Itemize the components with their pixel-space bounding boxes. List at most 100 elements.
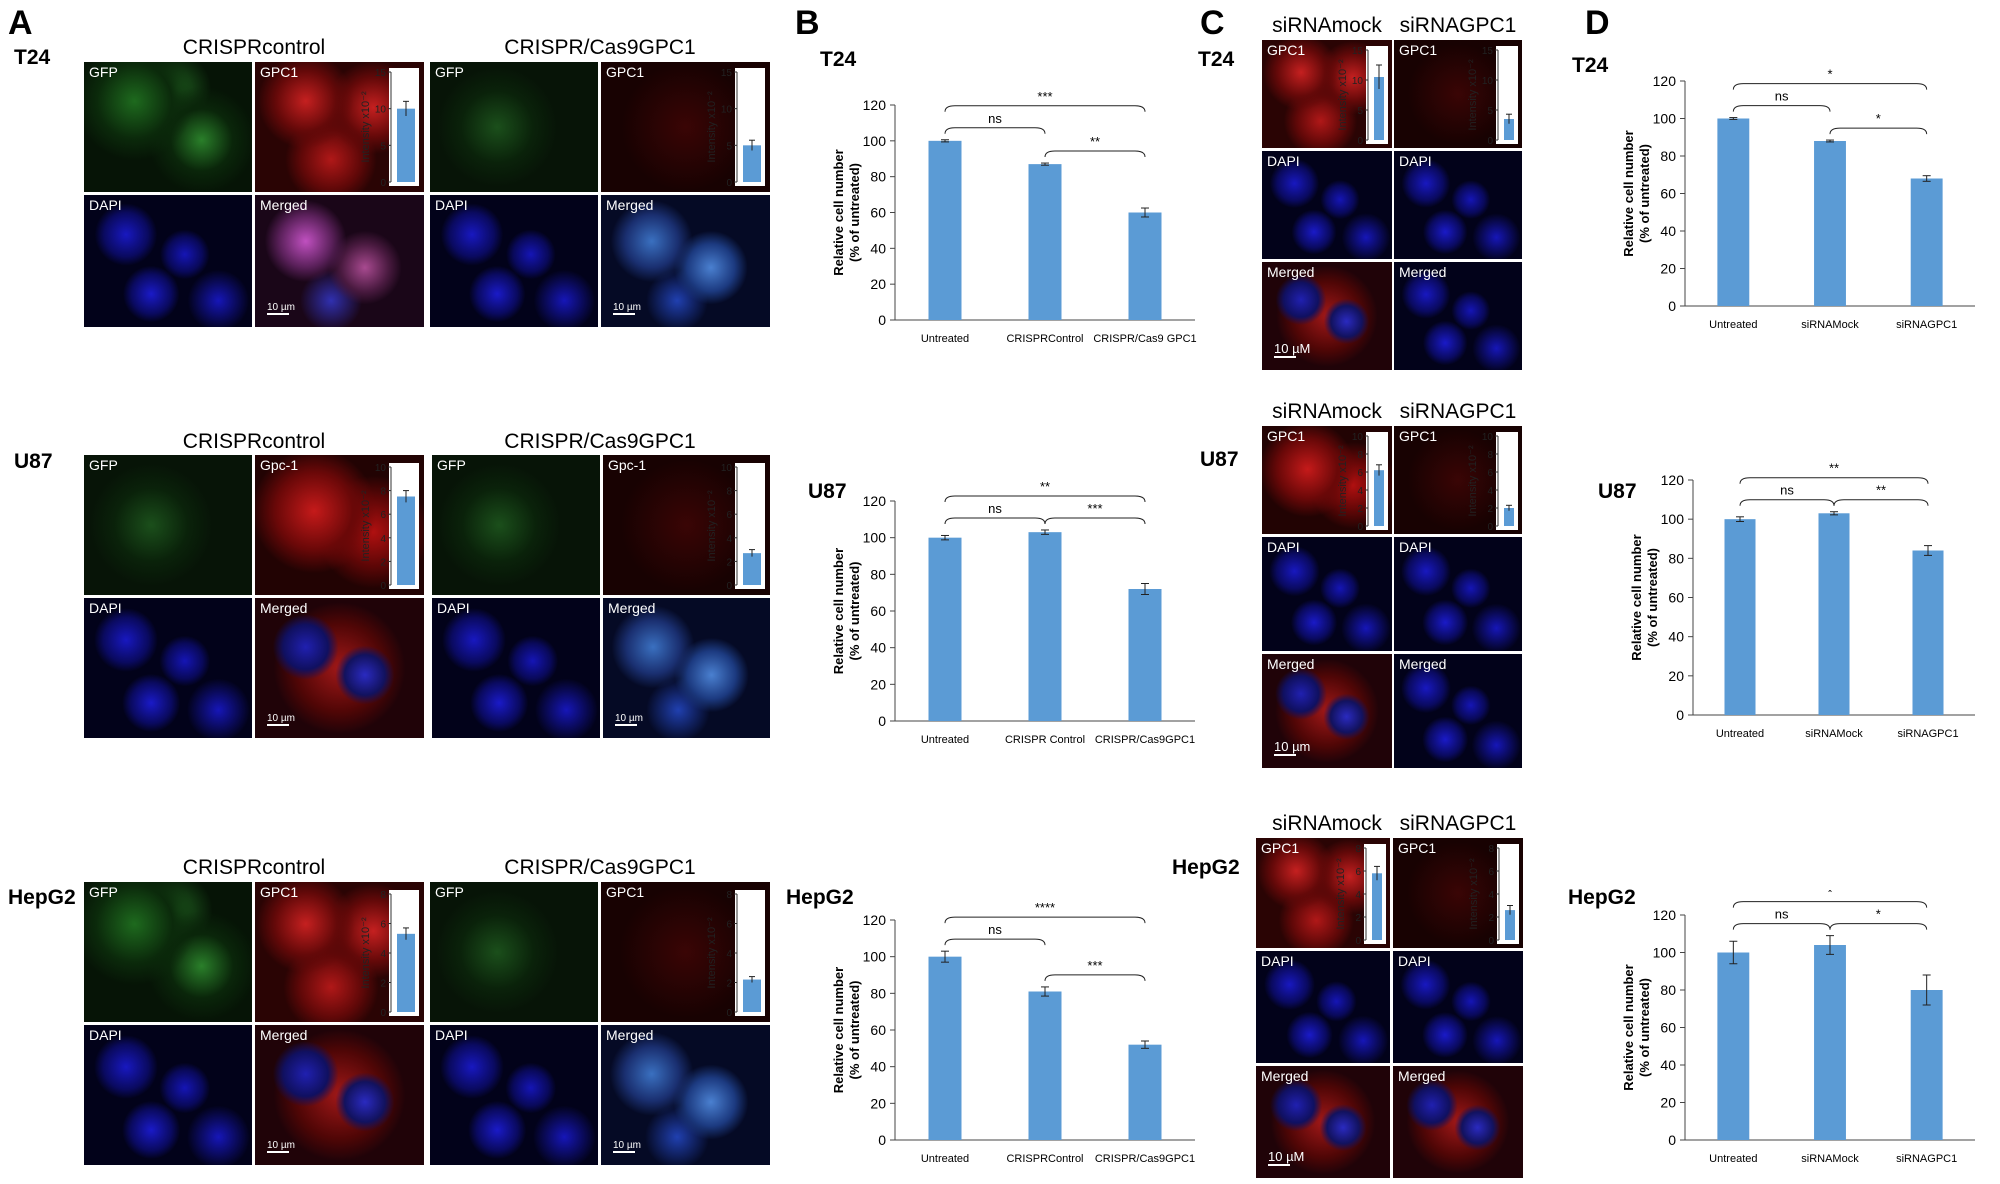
y-axis-label-line: (% of untreated) bbox=[1637, 144, 1652, 243]
column-title: siRNAmock bbox=[1272, 400, 1382, 423]
x-tick-label: Untreated bbox=[921, 333, 969, 345]
micrograph-gpc1: Gpc-1 0 2 4 6 8 10 Intensity x10⁻² ** bbox=[603, 455, 770, 595]
channel-label: DAPI bbox=[435, 1027, 468, 1043]
inset-y-tick-label: 4 bbox=[380, 534, 386, 545]
y-axis-label: Relative cell number(% of untreated) bbox=[1621, 130, 1652, 256]
micrograph-gpc1: GPC1 0 5 10 15 Intensity x10⁻² ** bbox=[601, 62, 770, 192]
x-tick-label: CRISPRControl bbox=[1006, 1153, 1083, 1165]
panel-label-c: C bbox=[1200, 4, 1225, 42]
inset-y-tick-label: 10 bbox=[375, 105, 387, 116]
x-tick-label: CRISPR/Cas9GPC1 bbox=[1095, 734, 1195, 746]
y-tick-label: 60 bbox=[870, 1022, 886, 1038]
scale-bar bbox=[267, 1151, 289, 1153]
channel-label: Merged bbox=[606, 197, 654, 213]
y-axis-label-line: Relative cell number bbox=[1629, 534, 1644, 660]
micrograph-gpc1: GPC1 0 2 4 6 8 Intensity x10⁻² ** bbox=[1393, 838, 1523, 948]
channel-label: GPC1 bbox=[1267, 42, 1306, 58]
y-tick-label: 0 bbox=[1676, 707, 1684, 723]
bar-chart-b-t24: 0 20 40 60 80 100 120 Relative cell number(% of… bbox=[831, 89, 1197, 345]
y-tick-label: 0 bbox=[1668, 1132, 1676, 1148]
inset-y-axis-label: Intensity x10⁻² bbox=[1467, 445, 1479, 517]
x-tick-label: CRISPR/Cas9GPC1 bbox=[1095, 1153, 1195, 1165]
inset-y-tick-label: 6 bbox=[1488, 867, 1494, 878]
micrograph-merged: Merged 10 µm bbox=[601, 1025, 770, 1165]
inset-y-tick-label: 10 bbox=[1352, 432, 1364, 443]
y-axis-label-line: (% of untreated) bbox=[847, 562, 862, 661]
inset-y-axis-label: Intensity x10⁻² bbox=[1337, 445, 1349, 517]
micrograph-dapi: DAPI bbox=[430, 1025, 598, 1165]
y-tick-label: 80 bbox=[1660, 982, 1676, 998]
column-title: CRISPR/Cas9GPC1 bbox=[504, 856, 696, 879]
column-title: CRISPRcontrol bbox=[182, 36, 326, 59]
intensity-inset-chart: 0 2 4 6 8 Intensity x10⁻² *** bbox=[706, 890, 765, 1018]
significance-bracket bbox=[944, 127, 1046, 134]
y-tick-label: 20 bbox=[870, 276, 886, 292]
y-tick-label: 40 bbox=[870, 240, 886, 256]
channel-label: GPC1 bbox=[606, 64, 645, 80]
inset-y-axis-label: Intensity x10⁻² bbox=[1468, 858, 1480, 930]
x-tick-label: CRISPR Control bbox=[1005, 734, 1085, 746]
x-tick-label: Untreated bbox=[1716, 728, 1764, 740]
intensity-inset-chart: 0 2 4 6 8 10 Intensity x10⁻² bbox=[360, 463, 419, 591]
y-tick-label: 120 bbox=[863, 912, 887, 928]
y-axis-label-line: Relative cell number bbox=[1621, 130, 1636, 256]
y-tick-label: 60 bbox=[1668, 590, 1684, 606]
inset-y-tick-label: 6 bbox=[1357, 468, 1363, 479]
scale-bar bbox=[1274, 754, 1296, 756]
bar bbox=[1717, 118, 1750, 306]
channel-label: Gpc-1 bbox=[260, 457, 299, 473]
inset-y-axis-label: Intensity x10⁻² bbox=[1337, 59, 1349, 131]
bar-chart-d-u87: 0 20 40 60 80 100 120 Relative cell number(% of… bbox=[1629, 461, 1975, 740]
cell-line-label: U87 bbox=[14, 450, 53, 473]
micrograph-dapi: DAPI bbox=[1394, 537, 1522, 651]
channel-label: Gpc-1 bbox=[608, 457, 647, 473]
channel-label: GFP bbox=[435, 884, 464, 900]
micrograph-merged: Merged 10 µm bbox=[601, 195, 770, 327]
column-title: siRNAGPC1 bbox=[1399, 812, 1517, 835]
channel-label: GFP bbox=[89, 457, 118, 473]
significance-bracket bbox=[944, 916, 1146, 924]
channel-label: Merged bbox=[1398, 1068, 1446, 1084]
y-tick-label: 120 bbox=[863, 493, 887, 509]
inset-y-tick-label: 4 bbox=[1355, 890, 1361, 901]
micrograph-dapi: DAPI bbox=[84, 1025, 252, 1165]
micrograph-gpc1: Gpc-1 0 2 4 6 8 10 Intensity x10⁻² bbox=[255, 455, 424, 595]
bar bbox=[1028, 164, 1062, 320]
cell-line-label: HepG2 bbox=[1172, 856, 1240, 879]
y-tick-label: 80 bbox=[870, 566, 886, 582]
bar bbox=[928, 956, 962, 1140]
significance-label: * bbox=[1827, 890, 1832, 900]
micrograph-merged: Merged 10 µm bbox=[255, 1025, 424, 1165]
bar-chart-d-hepg2: 0 20 40 60 80 100 120 Relative cell number(% of… bbox=[1621, 890, 1975, 1165]
bar bbox=[1028, 991, 1062, 1140]
channel-label: DAPI bbox=[89, 600, 122, 616]
micrograph-dapi: DAPI bbox=[84, 195, 252, 327]
inset-significance-label: ** bbox=[1504, 489, 1515, 504]
micrograph-merged: Merged 10 µm bbox=[1262, 654, 1392, 768]
channel-label: GPC1 bbox=[1399, 42, 1438, 58]
inset-y-tick-label: 6 bbox=[380, 510, 386, 521]
y-tick-label: 100 bbox=[863, 530, 887, 546]
y-tick-label: 0 bbox=[1668, 298, 1676, 314]
inset-y-tick-label: 2 bbox=[380, 557, 386, 568]
significance-label: * bbox=[1876, 111, 1881, 126]
y-axis-label-line: Relative cell number bbox=[831, 548, 846, 674]
inset-y-tick-label: 2 bbox=[1355, 913, 1361, 924]
channel-label: GPC1 bbox=[260, 884, 299, 900]
y-tick-label: 60 bbox=[1660, 186, 1676, 202]
bar bbox=[1128, 589, 1162, 721]
chart-cell-line-label: U87 bbox=[808, 480, 847, 503]
inset-y-tick-label: 2 bbox=[1488, 913, 1494, 924]
channel-label: DAPI bbox=[437, 600, 470, 616]
channel-label: DAPI bbox=[1267, 153, 1300, 169]
inset-background bbox=[1496, 432, 1518, 530]
bar bbox=[1814, 141, 1846, 306]
channel-label: GPC1 bbox=[1261, 840, 1300, 856]
y-axis-label-line: Relative cell number bbox=[1621, 964, 1636, 1090]
inset-bar bbox=[1374, 77, 1384, 140]
y-tick-label: 20 bbox=[870, 676, 886, 692]
inset-y-tick-label: 0 bbox=[1487, 136, 1493, 146]
micrograph-gfp: GFP bbox=[430, 882, 598, 1022]
bar bbox=[928, 140, 962, 320]
inset-y-tick-label: 0 bbox=[380, 1008, 386, 1018]
